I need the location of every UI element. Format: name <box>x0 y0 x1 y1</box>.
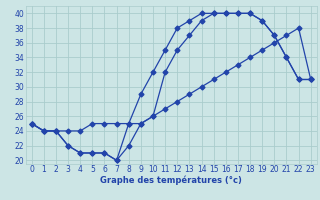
X-axis label: Graphe des températures (°c): Graphe des températures (°c) <box>100 176 242 185</box>
